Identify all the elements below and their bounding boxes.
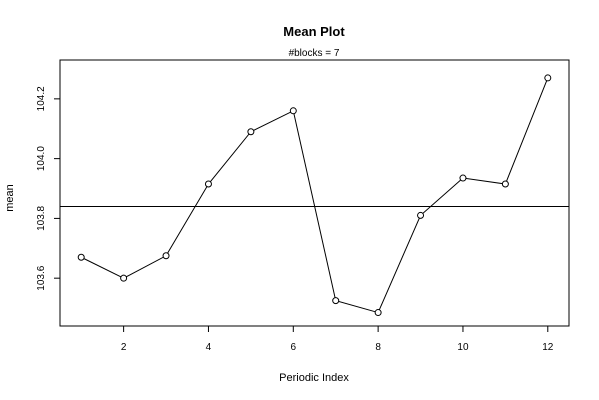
- data-point: [77, 253, 85, 261]
- data-point: [417, 211, 425, 219]
- data-marks: [60, 74, 569, 317]
- chart-title: Mean Plot: [283, 24, 345, 39]
- chart-subtitle: #blocks = 7: [289, 48, 340, 59]
- series-line: [80, 77, 549, 314]
- data-point: [204, 180, 212, 188]
- data-point: [374, 309, 382, 317]
- x-tick-label: 8: [375, 342, 381, 353]
- x-tick-label: 12: [542, 342, 554, 353]
- plot-frame: [59, 59, 570, 327]
- data-point: [332, 297, 340, 305]
- x-tick-label: 10: [457, 342, 469, 353]
- axes: 2 4 6 8 10 12 103.6 103.8 104.0 104.2: [36, 86, 554, 353]
- data-point: [459, 174, 467, 182]
- x-tick-label: 2: [121, 342, 127, 353]
- data-point: [247, 128, 255, 136]
- data-point: [501, 180, 509, 188]
- y-tick-label: 104.0: [36, 146, 47, 171]
- y-tick-label: 103.8: [36, 205, 47, 230]
- x-tick-label: 4: [206, 342, 212, 353]
- y-tick-label: 103.6: [36, 265, 47, 290]
- data-point: [162, 252, 170, 260]
- data-point: [120, 274, 128, 282]
- data-point: [544, 74, 552, 82]
- x-tick-label: 6: [291, 342, 297, 353]
- y-tick-label: 104.2: [36, 86, 47, 111]
- data-point: [289, 107, 297, 115]
- x-axis-label: Periodic Index: [279, 372, 349, 384]
- y-axis-label: mean: [4, 184, 16, 212]
